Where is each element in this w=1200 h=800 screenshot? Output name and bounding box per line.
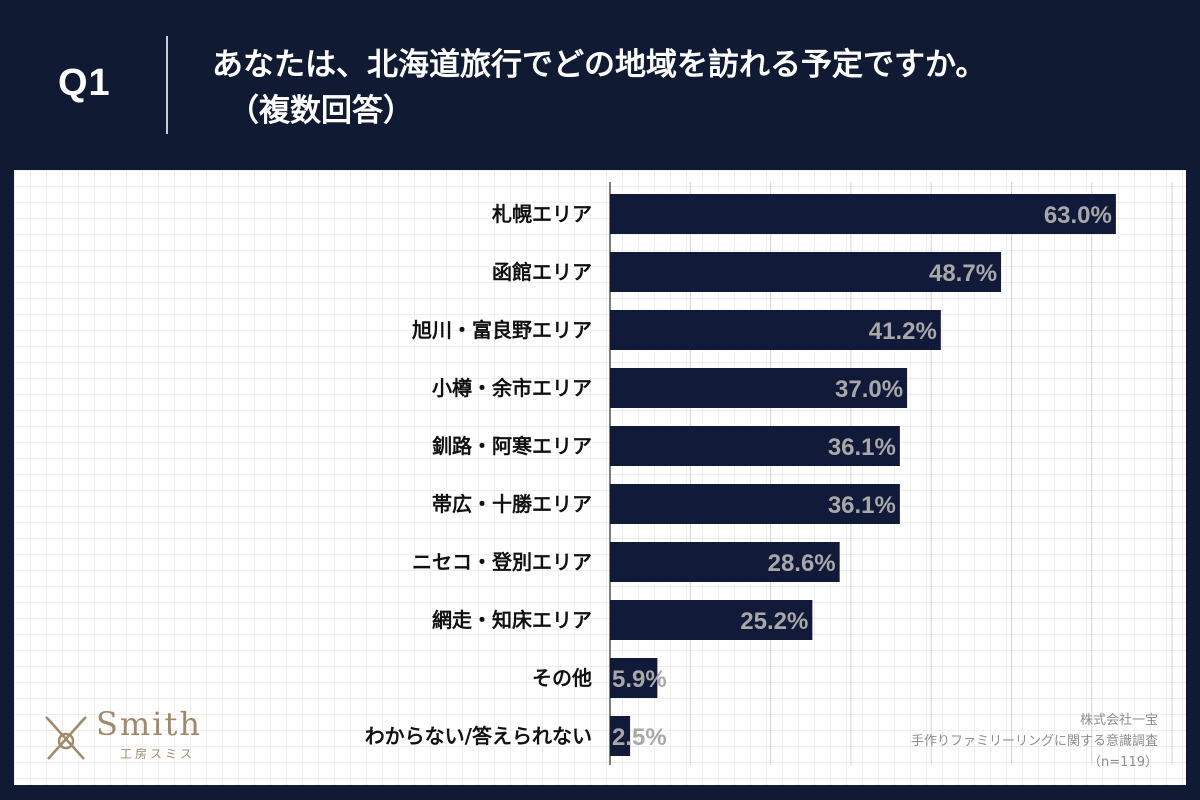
header: Q1 あなたは、北海道旅行でどの地域を訪れる予定ですか。 （複数回答）: [0, 0, 1200, 170]
question-title-line2: （複数回答）: [228, 93, 414, 129]
crossed-rings-icon: [45, 716, 87, 760]
bar: [610, 716, 631, 756]
category-label: わからない/答えられない: [365, 724, 592, 748]
brand-logo: Smith 工房スミス: [42, 703, 232, 773]
value-label: 63.0%: [1044, 202, 1112, 229]
category-label: その他: [532, 666, 592, 690]
source-company: 株式会社一宝: [1079, 713, 1158, 728]
source-sample-size: （n=119）: [1088, 755, 1158, 770]
value-label: 41.2%: [869, 318, 937, 345]
value-label: 25.2%: [740, 608, 808, 635]
value-label: 36.1%: [828, 492, 896, 519]
bar: [610, 310, 941, 350]
header-divider: [166, 36, 168, 134]
value-label: 37.0%: [835, 376, 903, 403]
category-labels: 札幌エリア函館エリア旭川・富良野エリア小樽・余市エリア釧路・阿寒エリア帯広・十勝…: [365, 202, 592, 748]
category-label: 札幌エリア: [491, 202, 592, 226]
value-label: 5.9%: [612, 666, 667, 693]
category-label: 帯広・十勝エリア: [432, 492, 592, 516]
question-title-line1: あなたは、北海道旅行でどの地域を訪れる予定ですか。: [212, 47, 987, 83]
category-label: 釧路・阿寒エリア: [432, 434, 592, 458]
bar-chart: 札幌エリア函館エリア旭川・富良野エリア小樽・余市エリア釧路・阿寒エリア帯広・十勝…: [365, 182, 1173, 765]
value-label: 28.6%: [768, 550, 836, 577]
category-label: 網走・知床エリア: [432, 608, 592, 632]
value-label: 48.7%: [929, 260, 997, 287]
bar: [610, 368, 908, 408]
bars: [610, 194, 1116, 756]
value-label: 2.5%: [612, 724, 667, 751]
value-label: 36.1%: [828, 434, 896, 461]
brand-name: Smith: [96, 705, 202, 743]
category-label: 旭川・富良野エリア: [411, 318, 592, 342]
question-title: あなたは、北海道旅行でどの地域を訪れる予定ですか。 （複数回答）: [212, 42, 986, 134]
question-number: Q1: [58, 62, 111, 104]
source-survey: 手作りファミリーリングに関する意識調査: [910, 734, 1158, 749]
category-label: 小樽・余市エリア: [432, 376, 592, 400]
bar: [610, 194, 1116, 234]
category-label: 函館エリア: [492, 260, 592, 284]
bar: [610, 542, 840, 582]
category-label: ニセコ・登別エリア: [412, 550, 592, 574]
source-note: 株式会社一宝 手作りファミリーリングに関する意識調査 （n=119）: [911, 710, 1158, 773]
brand-subtitle: 工房スミス: [120, 747, 196, 761]
value-labels: 63.0% 48.7% 41.2% 37.0% 36.1% 36.1% 28.6% 25.2%…: [612, 202, 1112, 751]
bar: [610, 600, 813, 640]
bar: [610, 426, 900, 466]
bar: [610, 484, 900, 524]
bar: [610, 252, 1002, 292]
bar: [610, 658, 658, 698]
chart-panel: 札幌エリア函館エリア旭川・富良野エリア小樽・余市エリア 釧路・阿寒エリア 帯広・十勝…: [14, 170, 1186, 785]
